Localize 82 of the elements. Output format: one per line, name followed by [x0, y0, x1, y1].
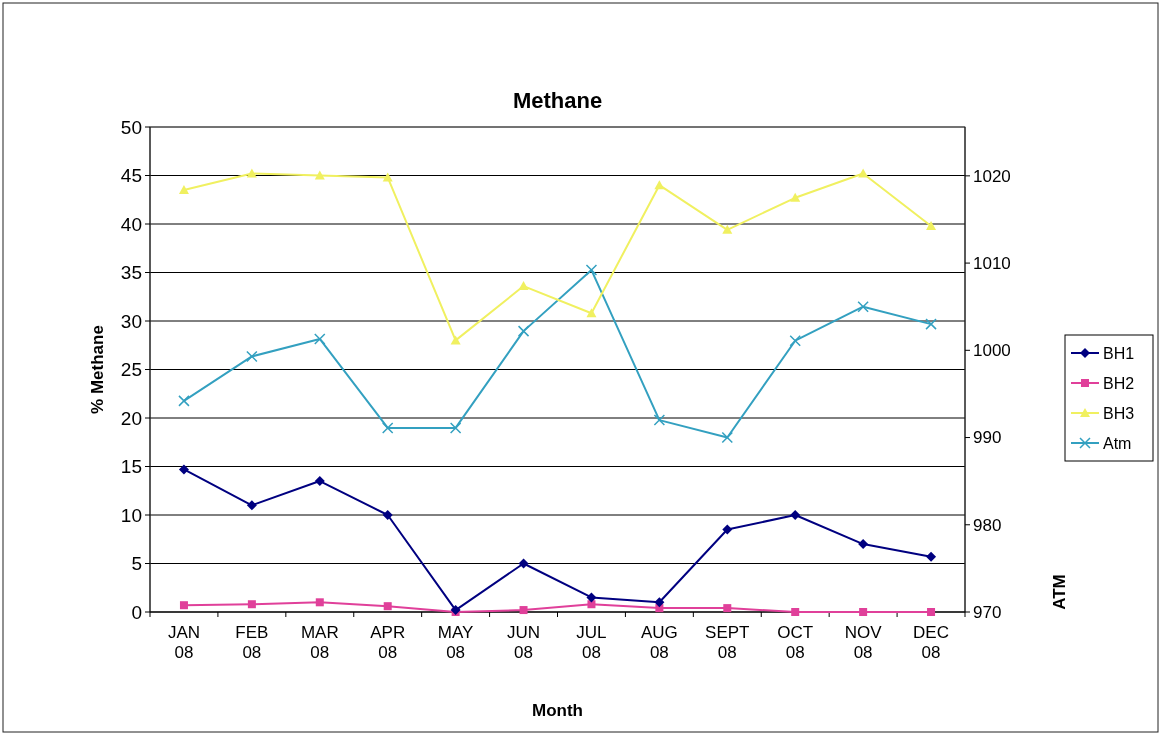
- x-tick-label: JUL 08: [576, 623, 607, 663]
- legend-label: BH2: [1103, 374, 1135, 392]
- point: [382, 172, 393, 182]
- point: [178, 185, 189, 195]
- x-tick-label: MAR 08: [300, 623, 339, 663]
- point: [585, 264, 598, 276]
- point: [858, 539, 869, 550]
- point: [927, 608, 936, 616]
- y-axis-title: % Methane: [88, 325, 107, 414]
- y-tick-label: 20: [120, 407, 142, 429]
- x-tick-label: FEB 08: [235, 623, 269, 663]
- point: [247, 600, 256, 609]
- point: [722, 524, 733, 535]
- point: [586, 308, 597, 318]
- point: [925, 318, 937, 330]
- point: [518, 558, 529, 569]
- point: [518, 281, 529, 291]
- point: [315, 598, 324, 607]
- point: [450, 335, 461, 345]
- x-axis-title: Month: [532, 701, 583, 720]
- point: [654, 597, 665, 608]
- y2-tick-label: 1010: [973, 254, 1011, 274]
- point: [383, 602, 392, 611]
- y2-tick-label: 980: [973, 515, 1002, 535]
- point: [654, 180, 665, 190]
- x-tick-label: JUN 08: [507, 623, 541, 663]
- point: [519, 606, 528, 615]
- point: [381, 422, 394, 434]
- point: [926, 551, 937, 562]
- y-tick-label: 5: [131, 553, 142, 575]
- point: [857, 300, 869, 313]
- y-tick-label: 30: [120, 310, 142, 332]
- y-tick-label: 10: [120, 504, 142, 526]
- legend-label: BH1: [1103, 344, 1135, 362]
- legend-label: BH3: [1103, 404, 1135, 422]
- point: [517, 325, 530, 337]
- y2-tick-label: 990: [973, 428, 1002, 448]
- point: [859, 608, 868, 616]
- y-tick-label: 35: [120, 262, 142, 284]
- y-tick-label: 0: [131, 601, 142, 623]
- point: [178, 464, 189, 475]
- x-tick-label: DEC 08: [913, 623, 949, 663]
- point: [789, 334, 801, 347]
- point: [314, 476, 325, 487]
- point: [926, 220, 937, 230]
- point: [858, 168, 869, 178]
- x-tick-label: OCT 08: [777, 623, 814, 663]
- x-tick-label: NOV 08: [844, 623, 883, 663]
- point: [723, 604, 732, 613]
- chart-title: Methane: [512, 88, 603, 113]
- point: [790, 510, 801, 520]
- point: [178, 395, 190, 407]
- legend-label: Atm: [1103, 434, 1132, 452]
- point: [179, 601, 188, 610]
- point: [314, 170, 325, 180]
- point: [586, 592, 597, 603]
- y-tick-label: 50: [120, 116, 142, 138]
- y2-tick-label: 1020: [973, 166, 1011, 186]
- point: [246, 168, 257, 178]
- point: [382, 510, 393, 520]
- point: [314, 333, 326, 345]
- y2-axis-title: ATM: [1050, 574, 1069, 610]
- x-tick-label: AUG 08: [640, 623, 678, 663]
- y-tick-label: 15: [120, 456, 142, 478]
- point: [791, 608, 800, 616]
- point: [246, 500, 257, 511]
- point: [449, 422, 462, 434]
- point: [722, 224, 733, 234]
- y2-tick-label: 970: [973, 602, 1002, 622]
- y-tick-label: 40: [120, 213, 142, 235]
- point: [246, 350, 258, 363]
- point: [721, 431, 734, 444]
- y-tick-label: 25: [120, 359, 142, 381]
- point: [653, 414, 666, 426]
- x-tick-label: MAY 08: [437, 623, 474, 663]
- y2-tick-label: 1000: [973, 341, 1011, 361]
- x-tick-label: APR 08: [370, 623, 406, 663]
- y-tick-label: 45: [120, 165, 142, 187]
- point: [587, 600, 596, 609]
- x-tick-label: JAN 08: [167, 623, 201, 663]
- point: [790, 192, 801, 202]
- x-tick-label: SEPT 08: [705, 623, 750, 663]
